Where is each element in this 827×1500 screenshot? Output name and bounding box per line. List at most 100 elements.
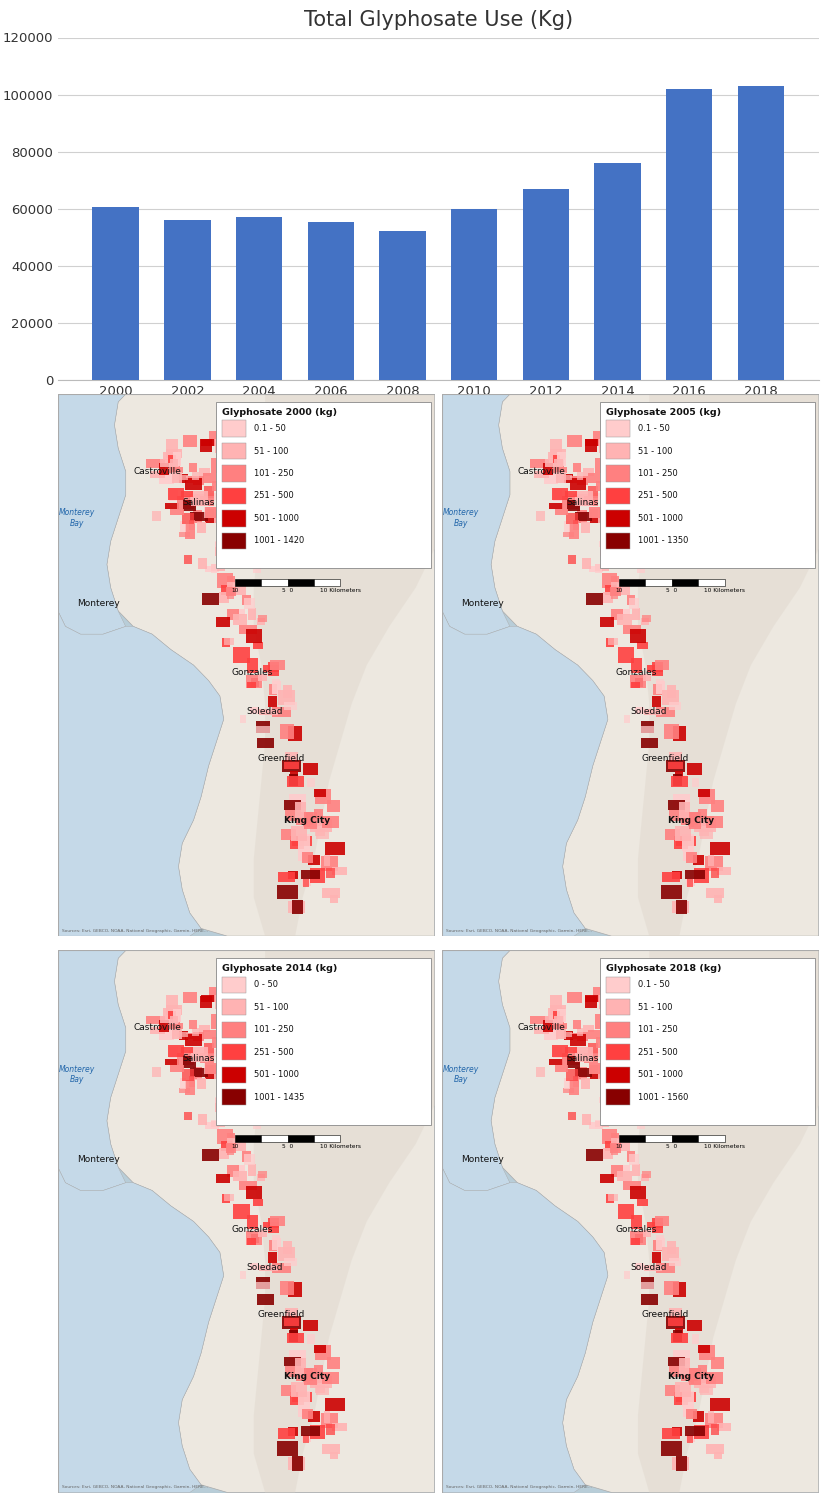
Text: Castroville: Castroville [518,1023,566,1032]
Bar [631,1215,643,1230]
Bar [211,1014,223,1029]
Bar [590,566,604,573]
Bar [159,464,169,476]
Bar [662,1428,680,1438]
Bar [330,896,337,903]
Bar [304,818,318,828]
Bar [211,564,225,570]
Bar [641,618,649,624]
Bar [325,842,346,855]
Bar [272,1236,280,1240]
Bar [168,466,183,472]
Bar [302,1436,311,1442]
Bar [655,660,669,670]
Bar [256,1174,265,1180]
Bar [641,1282,654,1288]
Bar [555,1065,568,1071]
Bar [573,1020,581,1029]
Bar [232,615,247,626]
Bar [240,716,246,723]
Bar [263,1221,279,1228]
Text: 1001 - 1350: 1001 - 1350 [638,537,688,546]
Bar [222,465,246,482]
Bar [330,1452,337,1460]
Bar [652,662,663,676]
Bar [282,759,301,772]
Bar [600,1173,614,1184]
Text: Sources: Esri, GEBCO, NOAA, National Geographic, Garmin, HERE...: Sources: Esri, GEBCO, NOAA, National Geo… [446,928,592,933]
Bar [595,1120,609,1126]
Bar [552,1044,568,1056]
Text: 10: 10 [615,1144,623,1149]
Bar [146,1016,165,1025]
Bar [215,1098,227,1104]
Bar [268,696,276,706]
Bar [280,724,294,740]
Bar [327,1356,340,1368]
Bar [197,522,206,532]
Bar [221,1142,232,1150]
Bar [191,516,201,524]
Bar [598,509,606,524]
Bar [308,855,320,865]
Bar [673,774,682,786]
Bar [270,1216,285,1227]
Bar [222,976,246,993]
Bar [700,830,713,839]
Bar [708,855,715,865]
Bar [221,585,232,596]
Bar [672,1426,681,1436]
Bar [627,596,635,606]
Text: 101 - 250: 101 - 250 [638,1026,677,1035]
Bar [653,1240,662,1251]
Bar [303,764,318,776]
Text: Castroville: Castroville [133,466,181,476]
Bar [643,1230,652,1238]
Bar [222,1044,246,1060]
Bar [283,1240,292,1254]
Bar [600,542,611,548]
Bar [222,488,246,504]
Bar [606,442,630,459]
Bar [258,1230,267,1238]
Bar [288,902,305,914]
Text: 251 - 500: 251 - 500 [638,1048,677,1058]
Bar [589,1064,601,1074]
Bar [169,454,176,462]
Bar [315,789,331,804]
Bar [585,996,596,1008]
Bar [198,558,207,568]
Bar [299,1406,310,1417]
Bar [552,489,568,501]
Bar [604,1098,617,1108]
Bar [691,777,699,788]
Bar [219,1148,229,1160]
Bar [595,1120,601,1130]
Bar [530,1016,549,1025]
Bar [166,448,182,459]
Bar [641,720,654,732]
Bar [676,1383,691,1396]
Bar [177,496,194,508]
Bar [379,231,426,380]
Bar [184,435,198,447]
Bar [563,474,572,483]
Text: Greenfield: Greenfield [257,753,305,762]
Bar [576,1028,583,1036]
Bar [681,812,697,825]
Bar [676,900,687,915]
Bar [315,1386,325,1392]
Bar [567,500,581,512]
Text: 1001 - 1560: 1001 - 1560 [638,1092,688,1101]
Bar [710,842,729,855]
Bar [233,1204,250,1219]
Bar [606,1066,630,1083]
Bar [641,1294,658,1305]
Bar [576,476,588,484]
Text: Salinas: Salinas [182,498,214,507]
Bar [606,1089,630,1106]
Bar [623,1180,641,1191]
Bar [313,789,326,796]
Bar [182,1070,194,1080]
Bar [214,509,222,524]
